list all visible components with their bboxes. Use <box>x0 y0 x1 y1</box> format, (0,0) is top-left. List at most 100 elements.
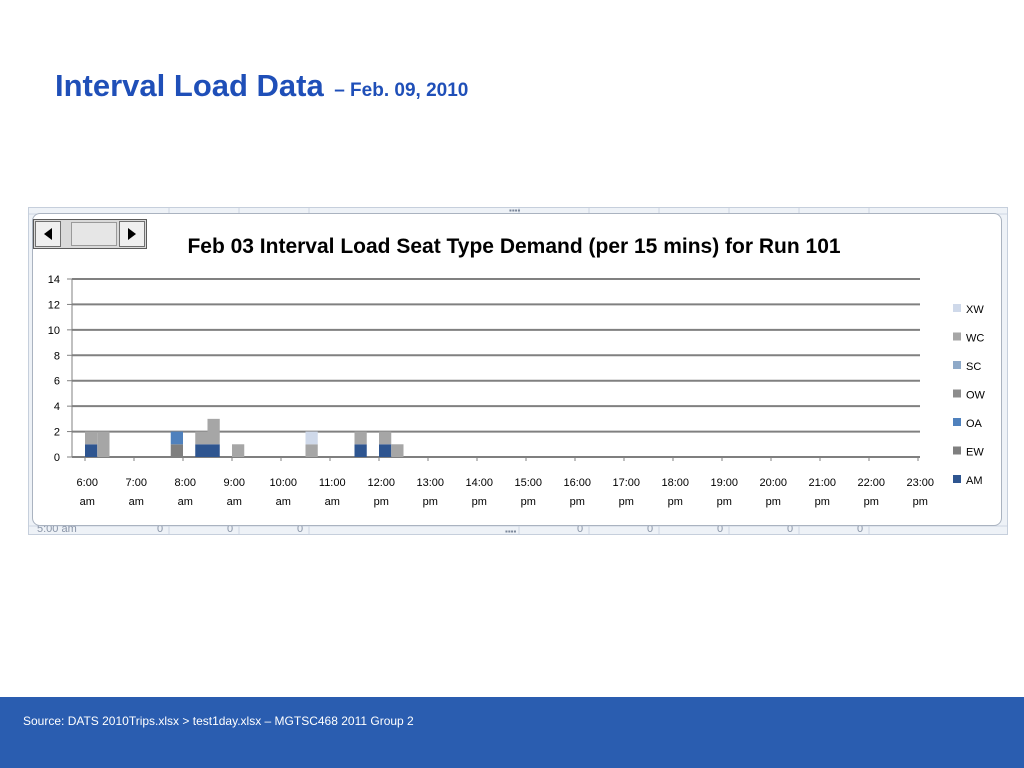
y-tick-label: 4 <box>54 401 60 413</box>
sheet-cell-zero: 0 <box>857 523 863 534</box>
bar-segment-ew <box>170 444 183 457</box>
x-tick-label-period: pm <box>619 496 634 508</box>
legend-label: WC <box>966 333 984 345</box>
sheet-cell-zero: 0 <box>297 523 303 534</box>
legend-swatch <box>953 446 961 455</box>
x-tick-label-period: pm <box>374 496 389 508</box>
x-tick-label: 22:00 <box>857 477 885 489</box>
y-tick-label: 14 <box>48 274 60 286</box>
sheet-cell-zero: 0 <box>647 523 653 534</box>
footer-bar <box>0 697 1024 768</box>
x-tick-label-period: pm <box>913 496 928 508</box>
x-tick-label-period: pm <box>864 496 879 508</box>
x-tick-label-period: pm <box>766 496 781 508</box>
sheet-cell-zero: 0 <box>717 523 723 534</box>
legend-label: SC <box>966 361 981 373</box>
legend-label: EW <box>966 447 984 459</box>
bar-segment-wc <box>232 444 245 457</box>
x-tick-label-period: pm <box>570 496 585 508</box>
bar-segment-am <box>379 444 392 457</box>
x-tick-label: 11:00 <box>319 477 346 489</box>
x-tick-label-period: pm <box>423 496 438 508</box>
slide-title: Interval Load Data – Feb. 09, 2010 <box>55 68 468 104</box>
chart-title: Feb 03 Interval Load Seat Type Demand (p… <box>187 235 840 258</box>
y-tick-label: 0 <box>54 452 60 464</box>
legend-swatch <box>953 418 961 426</box>
x-tick-label: 17:00 <box>612 477 640 489</box>
x-tick-label: 14:00 <box>465 477 493 489</box>
y-tick-label: 10 <box>48 325 60 337</box>
bar-segment-wc <box>195 431 208 445</box>
bar-segment-wc <box>207 418 220 445</box>
x-tick-label: 12:00 <box>367 477 395 489</box>
y-tick-label: 6 <box>54 376 60 388</box>
x-tick-label: 20:00 <box>759 477 787 489</box>
y-tick-label: 12 <box>48 299 60 311</box>
bar-segment-am <box>207 444 220 457</box>
sheet-cell-time: 5:00 am <box>37 523 77 534</box>
x-tick-label: 18:00 <box>661 477 689 489</box>
sheet-cell-zero: 0 <box>227 523 233 534</box>
bar-segment-xw <box>305 431 318 445</box>
bar-segment-wc <box>391 444 404 457</box>
x-tick-label-period: pm <box>521 496 536 508</box>
x-tick-label-period: am <box>178 496 193 508</box>
x-tick-label-period: am <box>325 496 340 508</box>
bar-segment-wc <box>305 444 318 457</box>
bar-segment-am <box>354 444 367 457</box>
x-tick-label-period: am <box>129 496 144 508</box>
scroll-left-button[interactable] <box>35 221 61 247</box>
y-tick-label: 2 <box>54 427 60 439</box>
chart-area[interactable] <box>32 213 1002 526</box>
x-tick-label: 6:00 <box>77 477 98 489</box>
horizontal-scrollbar[interactable] <box>33 219 147 249</box>
slide-title-date: – Feb. 09, 2010 <box>334 80 469 101</box>
sheet-cell-zero: 0 <box>157 523 163 534</box>
x-tick-label-period: am <box>80 496 95 508</box>
bar-segment-oa <box>170 431 183 445</box>
bar-segment-wc <box>85 431 98 445</box>
x-tick-label: 8:00 <box>175 477 196 489</box>
x-tick-label: 23:00 <box>906 477 934 489</box>
x-tick-label: 19:00 <box>710 477 738 489</box>
scroll-right-button[interactable] <box>119 221 145 247</box>
triangle-right-icon <box>128 228 136 240</box>
x-tick-label: 13:00 <box>416 477 444 489</box>
bar-segment-wc <box>379 431 392 445</box>
sheet-cell-zero: 0 <box>787 523 793 534</box>
x-tick-label-period: am <box>276 496 291 508</box>
x-tick-label: 21:00 <box>808 477 836 489</box>
legend-swatch <box>953 389 961 398</box>
x-tick-label: 16:00 <box>563 477 591 489</box>
x-tick-label: 10:00 <box>269 477 297 489</box>
legend-swatch <box>953 332 961 341</box>
x-tick-label-period: am <box>227 496 242 508</box>
x-tick-label-period: pm <box>815 496 830 508</box>
legend-label: OW <box>966 390 986 402</box>
sheet-cell-zero: 0 <box>577 523 583 534</box>
triangle-left-icon <box>44 228 52 240</box>
legend-swatch <box>953 361 961 369</box>
y-tick-label: 8 <box>54 350 60 362</box>
bar-segment-wc <box>354 431 367 445</box>
legend-label: XW <box>966 304 984 316</box>
bar-segment-am <box>195 444 208 457</box>
x-tick-label-period: pm <box>717 496 732 508</box>
slide-title-main: Interval Load Data <box>55 68 324 103</box>
resize-handle-top[interactable]: ▪▪▪▪ <box>509 208 521 215</box>
x-tick-label-period: pm <box>668 496 683 508</box>
bar-segment-wc <box>97 431 110 457</box>
x-tick-label: 15:00 <box>514 477 542 489</box>
legend-label: OA <box>966 418 983 430</box>
bar-segment-am <box>85 444 98 457</box>
source-citation: Source: DATS 2010Trips.xlsx > test1day.x… <box>23 714 414 728</box>
x-tick-label: 9:00 <box>224 477 245 489</box>
legend-swatch <box>953 304 961 312</box>
x-tick-label-period: pm <box>472 496 487 508</box>
scroll-thumb[interactable] <box>71 222 117 246</box>
legend-label: AM <box>966 475 983 487</box>
legend-swatch <box>953 475 961 483</box>
x-tick-label: 7:00 <box>126 477 147 489</box>
resize-handle-bottom[interactable]: ▪▪▪▪ <box>505 527 517 534</box>
